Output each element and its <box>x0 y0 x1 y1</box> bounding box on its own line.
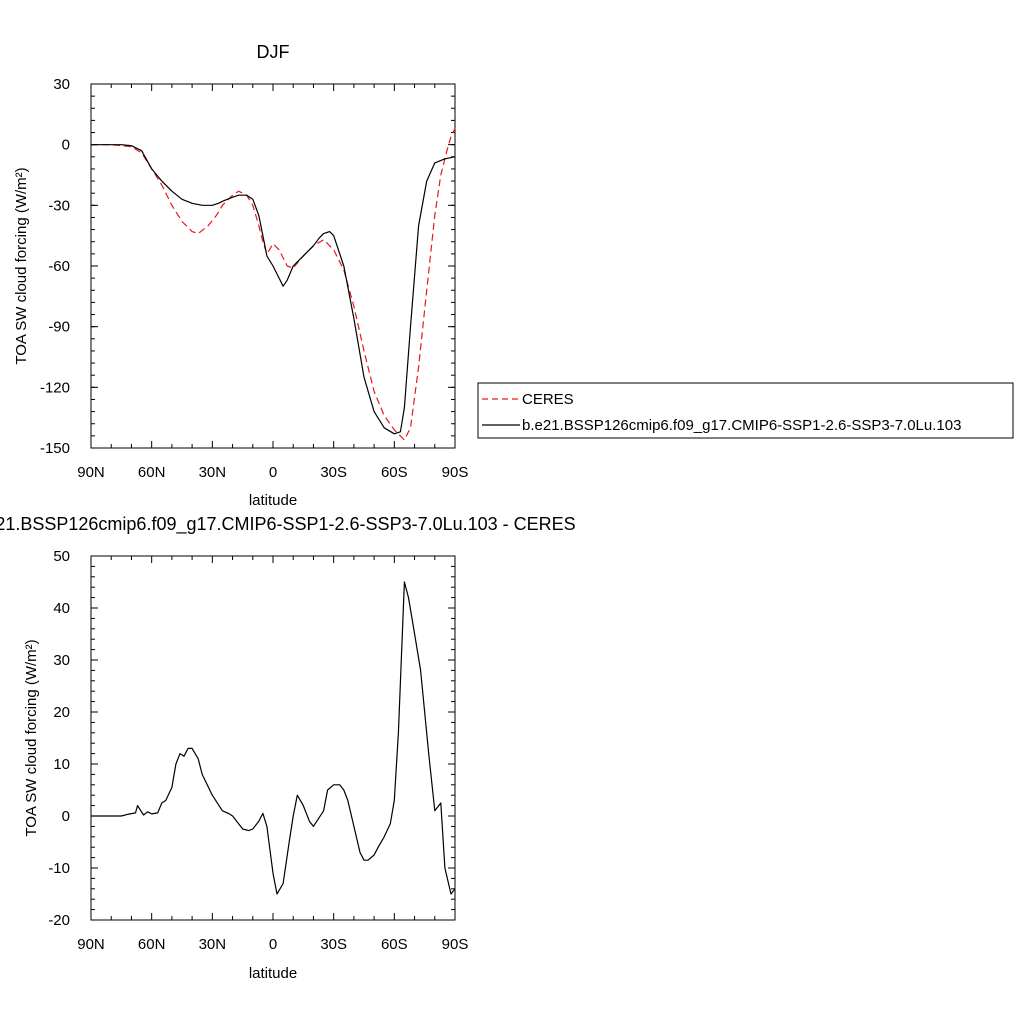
bottom-y-tick-label: 40 <box>53 600 70 617</box>
top-y-tick-labels: -150 -120 -90 -60 -30 0 30 <box>40 76 70 457</box>
legend-label-ceres: CERES <box>522 391 574 408</box>
top-x-tick-label: 90S <box>442 464 469 481</box>
top-x-tick-label: 90N <box>77 464 105 481</box>
top-y-tick-label: 0 <box>62 137 70 154</box>
top-x-tick-label: 60N <box>138 464 166 481</box>
bottom-y-axis-label: TOA SW cloud forcing (W/m²) <box>23 639 40 836</box>
top-x-tick-label: 0 <box>269 464 277 481</box>
bottom-plot-frame <box>90 555 456 921</box>
top-y-tick-label: -150 <box>40 440 70 457</box>
bottom-series-line-0 <box>91 581 456 895</box>
bottom-y-tick-labels: -20 -10 0 10 20 30 40 50 <box>48 548 70 929</box>
bottom-x-tick-label: 0 <box>269 936 277 953</box>
top-y-tick-label: -30 <box>48 197 70 214</box>
top-x-tick-label: 30N <box>199 464 227 481</box>
top-x-tick-label: 30S <box>320 464 347 481</box>
top-y-tick-label: -90 <box>48 319 70 336</box>
bottom-x-tick-label: 30S <box>320 936 347 953</box>
bottom-x-tick-labels: 90N 60N 30N 0 30S 60S 90S <box>77 936 468 953</box>
bottom-y-tick-label: -10 <box>48 860 70 877</box>
bottom-y-tick-label: 10 <box>53 756 70 773</box>
bottom-x-axis-label: latitude <box>249 965 297 982</box>
bottom-x-tick-label: 60N <box>138 936 166 953</box>
bottom-y-tick-label: 30 <box>53 652 70 669</box>
bottom-x-tick-label: 30N <box>199 936 227 953</box>
legend: CERES b.e21.BSSP126cmip6.f09_g17.CMIP6-S… <box>477 382 1014 439</box>
top-series <box>91 128 456 441</box>
legend-box <box>477 382 1014 439</box>
bottom-y-tick-label: 50 <box>53 548 70 565</box>
bottom-y-tick-label: 20 <box>53 704 70 721</box>
bottom-chart-title: b.e21.BSSP126cmip6.f09_g17.CMIP6-SSP1-2.… <box>0 514 576 535</box>
bottom-x-tick-label: 60S <box>381 936 408 953</box>
top-x-tick-label: 60S <box>381 464 408 481</box>
top-ticks <box>90 83 456 449</box>
bottom-y-tick-label: 0 <box>62 808 70 825</box>
top-series-line-1 <box>91 144 456 435</box>
top-y-axis-label: TOA SW cloud forcing (W/m²) <box>13 167 30 364</box>
top-series-line-0 <box>91 128 456 441</box>
top-chart-title: DJF <box>257 42 290 62</box>
bottom-x-tick-label: 90N <box>77 936 105 953</box>
top-x-axis-label: latitude <box>249 492 297 509</box>
bottom-ticks <box>90 555 456 921</box>
bottom-series <box>91 581 456 895</box>
bottom-chart: b.e21.BSSP126cmip6.f09_g17.CMIP6-SSP1-2.… <box>0 514 576 982</box>
bottom-x-tick-label: 90S <box>442 936 469 953</box>
top-y-tick-label: -60 <box>48 258 70 275</box>
top-y-tick-label: 30 <box>53 76 70 93</box>
top-chart: DJF 90N 60N 30N 0 30S 60S 90S -150 -120 -90 -60 -3… <box>13 42 1014 509</box>
bottom-y-tick-label: -20 <box>48 912 70 929</box>
top-x-tick-labels: 90N 60N 30N 0 30S 60S 90S <box>77 464 468 481</box>
legend-label-model: b.e21.BSSP126cmip6.f09_g17.CMIP6-SSP1-2.… <box>522 417 961 434</box>
top-y-tick-label: -120 <box>40 379 70 396</box>
